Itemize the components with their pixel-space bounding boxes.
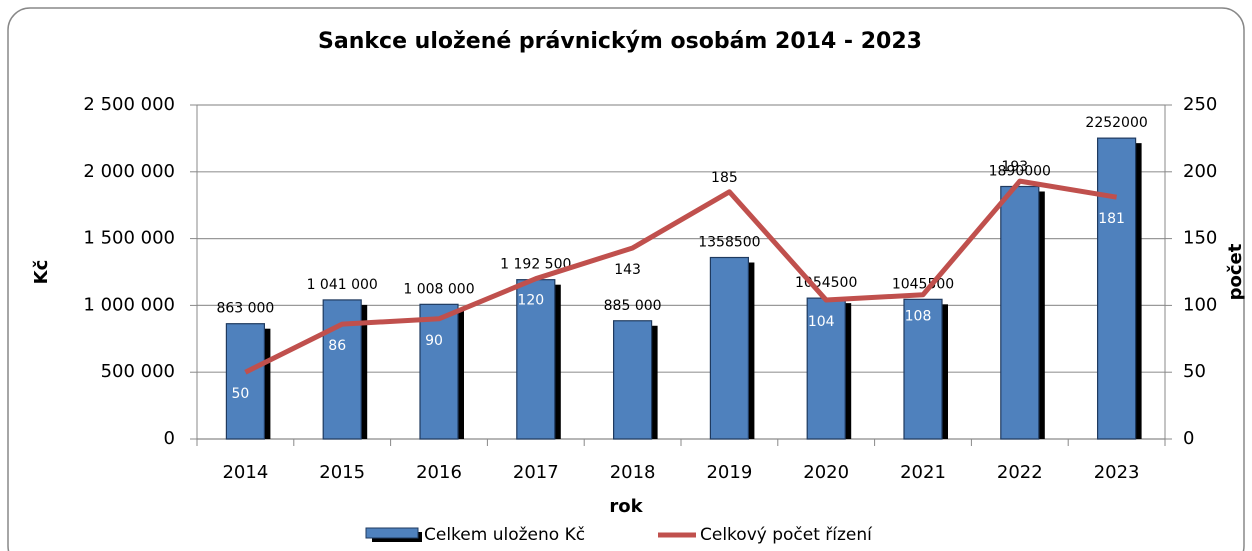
y-tick-label: 1 000 000 bbox=[83, 294, 175, 315]
x-tick-label: 2020 bbox=[803, 462, 849, 483]
line-value-label: 50 bbox=[231, 386, 249, 402]
y-tick-label: 1 500 000 bbox=[83, 228, 175, 249]
line-value-label: 108 bbox=[905, 309, 932, 325]
bar-value-label: 1890000 bbox=[989, 163, 1051, 179]
chart-title: Sankce uložené právnickým osobám 2014 - … bbox=[318, 29, 922, 54]
y2-tick-label: 150 bbox=[1183, 228, 1217, 249]
bar-value-label: 1 192 500 bbox=[500, 257, 571, 273]
line-value-label: 86 bbox=[328, 338, 346, 354]
y-axis-title: Kč bbox=[31, 260, 52, 285]
y2-axis-title: počet bbox=[1225, 243, 1246, 300]
x-tick-label: 2014 bbox=[222, 462, 268, 483]
y2-tick-label: 100 bbox=[1183, 294, 1217, 315]
bar bbox=[612, 320, 653, 440]
x-tick-label: 2018 bbox=[610, 462, 656, 483]
line-value-label: 104 bbox=[808, 314, 835, 330]
line-value-label: 143 bbox=[614, 262, 641, 278]
y2-tick-label: 250 bbox=[1183, 94, 1217, 115]
x-axis-title: rok bbox=[609, 496, 643, 517]
x-tick-label: 2017 bbox=[513, 462, 559, 483]
x-tick-label: 2021 bbox=[900, 462, 946, 483]
x-tick-label: 2019 bbox=[706, 462, 752, 483]
bar-value-label: 885 000 bbox=[604, 298, 662, 314]
legend-swatch bbox=[365, 527, 419, 539]
bar bbox=[419, 303, 459, 440]
x-tick-label: 2016 bbox=[416, 462, 462, 483]
bar-value-label: 863 000 bbox=[216, 301, 274, 317]
line-value-label: 181 bbox=[1098, 211, 1125, 227]
x-tick-label: 2023 bbox=[1094, 462, 1140, 483]
y-tick-label: 2 500 000 bbox=[83, 94, 175, 115]
y-tick-label: 2 000 000 bbox=[83, 161, 175, 182]
y-tick-label: 0 bbox=[164, 428, 175, 449]
bar bbox=[322, 299, 362, 440]
bar-value-label: 1 041 000 bbox=[307, 277, 378, 293]
bar bbox=[1000, 185, 1040, 440]
x-tick-label: 2015 bbox=[319, 462, 365, 483]
y-tick-label: 500 000 bbox=[101, 361, 175, 382]
bar bbox=[1096, 137, 1137, 440]
line-value-label: 185 bbox=[711, 170, 738, 186]
x-tick-label: 2022 bbox=[997, 462, 1043, 483]
legend-label: Celkový počet řízení bbox=[700, 525, 873, 545]
line-value-label: 193 bbox=[1001, 159, 1028, 175]
bar-value-label: 1358500 bbox=[698, 235, 760, 251]
y2-tick-label: 200 bbox=[1183, 161, 1217, 182]
bar bbox=[709, 256, 750, 440]
line-value-label: 120 bbox=[517, 293, 544, 309]
bar bbox=[225, 323, 265, 440]
bar-value-label: 1045500 bbox=[892, 276, 954, 292]
y2-tick-label: 0 bbox=[1183, 428, 1194, 449]
bar bbox=[903, 298, 943, 440]
legend-label: Celkem uloženo Kč bbox=[424, 525, 585, 545]
bar bbox=[806, 297, 846, 440]
y2-tick-label: 50 bbox=[1183, 361, 1206, 382]
line-value-label: 90 bbox=[425, 333, 443, 349]
line bbox=[244, 178, 1118, 375]
bar-value-label: 1 008 000 bbox=[403, 281, 474, 297]
bar-value-label: 2252000 bbox=[1085, 115, 1147, 131]
